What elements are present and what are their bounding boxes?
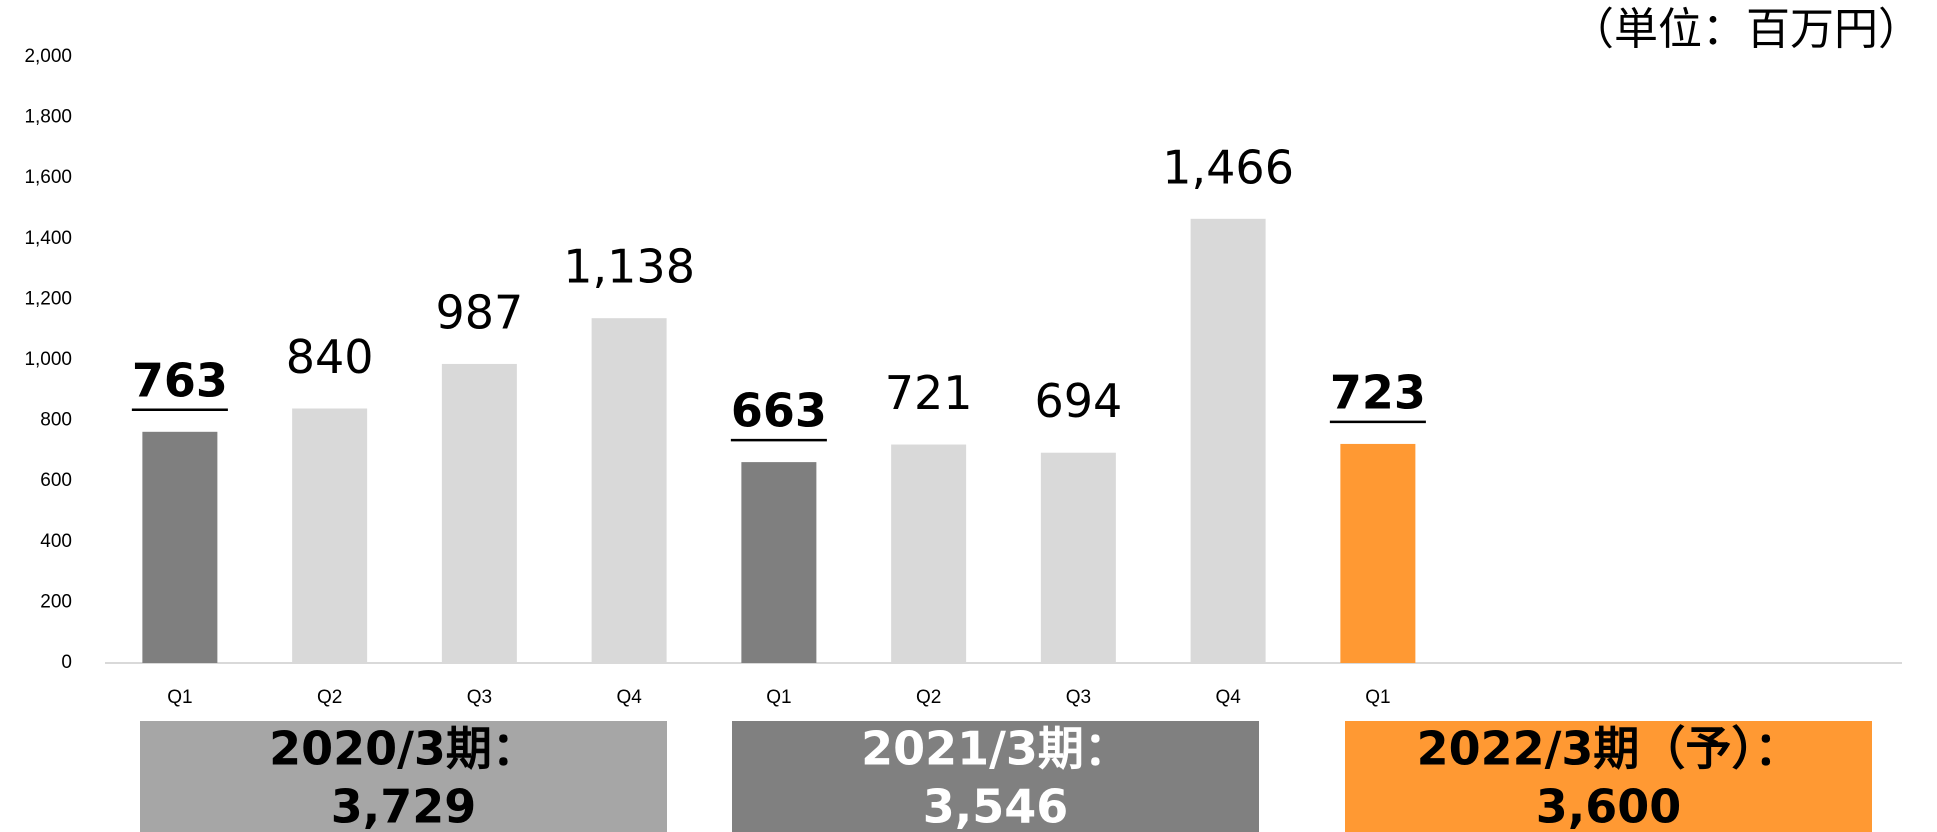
period-box (732, 721, 1259, 832)
y-tick-label: 800 (40, 410, 72, 431)
x-tick-label: Q3 (467, 687, 492, 708)
y-tick-label: 1,400 (24, 228, 72, 249)
y-tick-label: 1,800 (24, 107, 72, 128)
period-total: 3,546 (923, 780, 1069, 832)
value-label: 763 (132, 353, 228, 407)
bar (591, 318, 667, 663)
bar (1340, 443, 1416, 663)
y-tick-label: 200 (40, 591, 72, 612)
period-total: 3,729 (331, 780, 477, 832)
period-label: 2020/3期： (269, 722, 538, 776)
bar (891, 444, 967, 663)
y-tick-label: 0 (61, 652, 72, 673)
period-label: 2022/3期（予）： (1417, 722, 1801, 776)
bar (1040, 452, 1116, 663)
y-tick-label: 400 (40, 531, 72, 552)
value-label: 840 (286, 330, 374, 384)
y-tick-label: 1,000 (24, 349, 72, 370)
value-label: 694 (1034, 374, 1122, 428)
y-tick-label: 1,600 (24, 167, 72, 188)
x-tick-label: Q1 (167, 687, 192, 708)
period-box (1345, 721, 1872, 832)
value-label: 723 (1330, 365, 1426, 419)
bar (292, 408, 368, 663)
value-label: 987 (435, 285, 523, 339)
bar (441, 363, 517, 663)
value-label: 721 (885, 366, 973, 420)
bar (741, 462, 817, 663)
value-label: 1,466 (1162, 140, 1294, 194)
x-tick-label: Q4 (616, 687, 642, 708)
x-tick-label: Q1 (1365, 687, 1390, 708)
x-tick-label: Q3 (1066, 687, 1091, 708)
period-total: 3,600 (1536, 780, 1682, 832)
y-tick-label: 1,200 (24, 288, 72, 309)
x-tick-label: Q2 (916, 687, 941, 708)
bar (142, 431, 218, 663)
x-tick-label: Q4 (1215, 687, 1241, 708)
y-tick-label: 2,000 (24, 46, 72, 67)
unit-note: （単位：百万円） (1570, 4, 1922, 55)
period-box (140, 721, 667, 832)
value-label: 1,138 (563, 240, 695, 294)
value-label: 663 (731, 384, 827, 438)
y-tick-label: 600 (40, 470, 72, 491)
period-label: 2021/3期： (861, 722, 1130, 776)
x-tick-label: Q2 (317, 687, 342, 708)
x-tick-label: Q1 (766, 687, 791, 708)
bar (1190, 218, 1266, 663)
